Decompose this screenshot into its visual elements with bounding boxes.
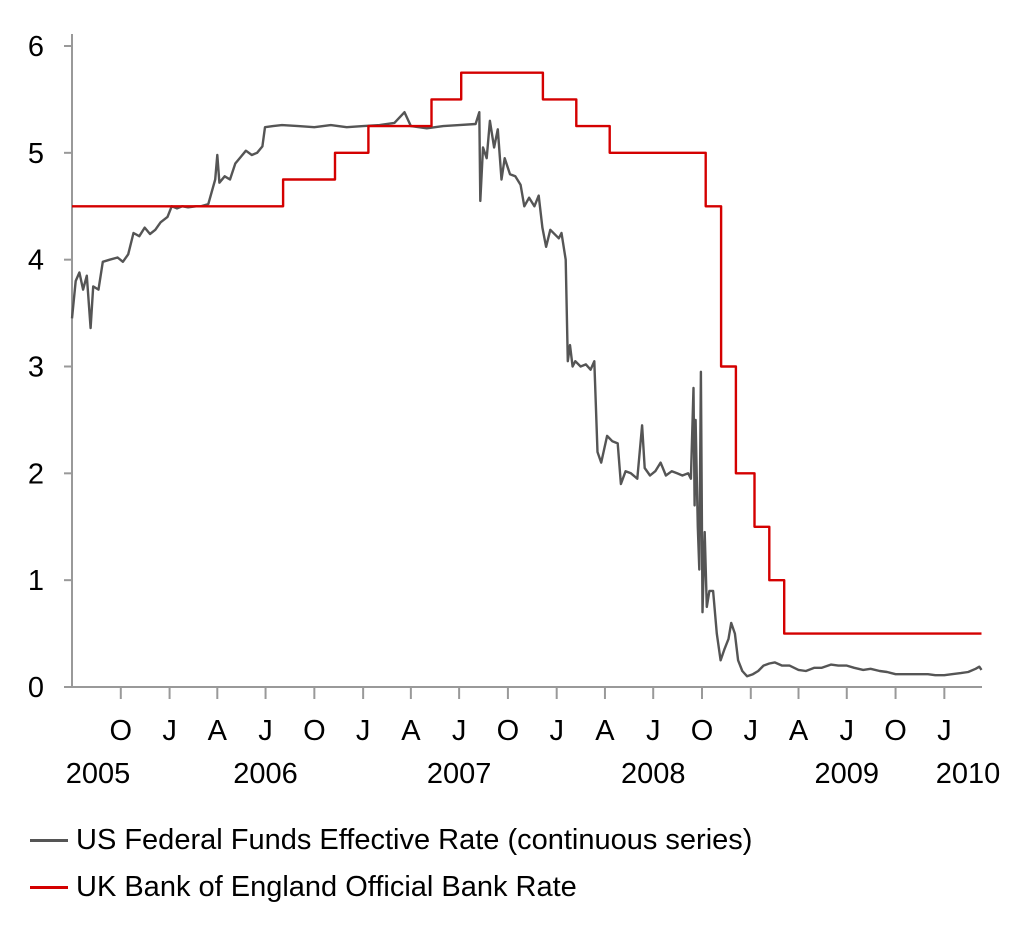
x-year-label: 2009 [815, 758, 880, 790]
legend-label-uk-bank-rate: UK Bank of England Official Bank Rate [76, 871, 577, 903]
legend-item-us-fed-funds: US Federal Funds Effective Rate (continu… [30, 823, 752, 857]
x-tick-label: J [744, 715, 759, 747]
axes [64, 34, 982, 699]
x-tick-label: J [646, 715, 661, 747]
x-year-label: 2010 [936, 758, 1001, 790]
x-tick-label: J [937, 715, 952, 747]
x-year-label: 2007 [427, 758, 492, 790]
y-tick-label: 2 [28, 458, 44, 490]
x-tick-label: A [401, 715, 421, 747]
x-tick-label: A [208, 715, 228, 747]
x-tick-label: O [691, 715, 714, 747]
legend-label-us-fed-funds: US Federal Funds Effective Rate (continu… [76, 824, 753, 856]
x-tick-label: J [258, 715, 273, 747]
x-tick-label: J [356, 715, 371, 747]
x-tick-label: J [840, 715, 855, 747]
x-year-label: 2006 [233, 758, 298, 790]
series-line-uk-bank-rate [72, 71, 982, 635]
legend-swatch-uk-bank-rate [30, 885, 68, 889]
x-tick-label: J [549, 715, 564, 747]
x-tick-label: A [789, 715, 809, 747]
y-tick-label: 1 [28, 565, 44, 597]
x-tick-label: O [884, 715, 907, 747]
y-tick-label: 4 [28, 245, 44, 277]
x-tick-label: O [497, 715, 520, 747]
y-tick-label: 0 [28, 672, 44, 704]
x-tick-label: O [303, 715, 326, 747]
series-layer [70, 71, 983, 678]
legend-item-uk-bank-rate: UK Bank of England Official Bank Rate [30, 870, 577, 904]
x-tick-label: J [452, 715, 467, 747]
x-tick-label: J [162, 715, 177, 747]
y-tick-label: 3 [28, 352, 44, 384]
x-year-label: 2008 [621, 758, 686, 790]
x-tick-label: A [595, 715, 615, 747]
y-tick-label: 6 [28, 31, 44, 63]
x-year-label: 2005 [66, 758, 131, 790]
y-tick-label: 5 [28, 138, 44, 170]
series-line-us-fed-funds [70, 111, 983, 678]
legend-swatch-us-fed-funds [30, 838, 68, 842]
x-tick-label: O [110, 715, 133, 747]
